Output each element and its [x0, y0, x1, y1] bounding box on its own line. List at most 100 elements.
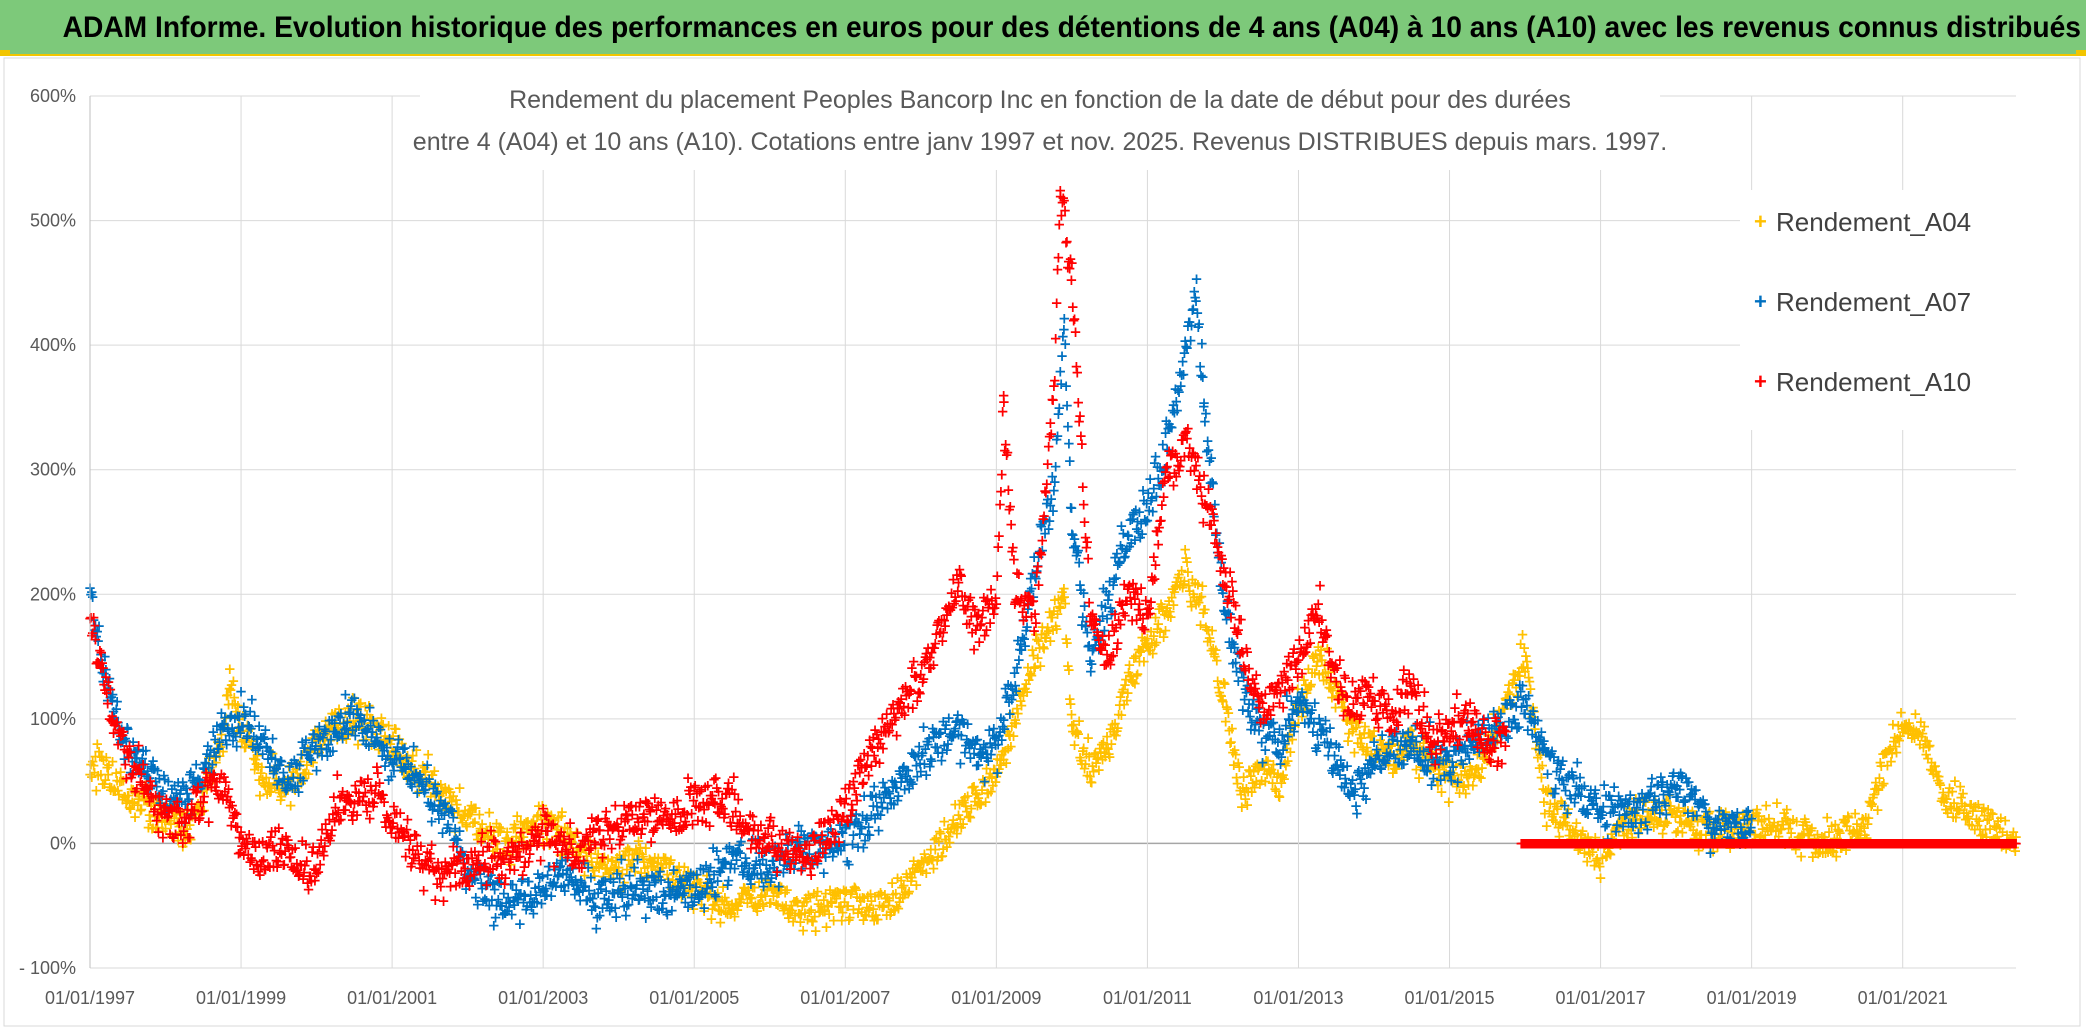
point-Rendement_A04: +: [172, 832, 185, 850]
point-Rendement_A04: +: [85, 755, 98, 773]
point-Rendement_A04: +: [158, 800, 171, 818]
data-marks: ++++++++++++++++++++++++++++++++++++++++…: [84, 181, 2023, 940]
point-Rendement_A04: +: [163, 811, 176, 829]
point-Rendement_A04: +: [145, 797, 158, 815]
point-Rendement_A04: +: [1226, 719, 1239, 737]
point-Rendement_A10: +: [104, 680, 117, 698]
point-Rendement_A10: +: [877, 739, 890, 757]
point-Rendement_A04: +: [134, 801, 147, 819]
point-Rendement_A04: +: [129, 808, 142, 826]
point-Rendement_A07: +: [991, 764, 1004, 782]
point-Rendement_A04: +: [102, 765, 115, 783]
point-Rendement_A07: +: [1196, 335, 1209, 353]
point-Rendement_A04: +: [92, 767, 105, 785]
point-Rendement_A04: +: [140, 791, 153, 809]
point-Rendement_A04: +: [183, 809, 196, 827]
point-Rendement_A07: +: [86, 588, 99, 606]
point-Rendement_A10: +: [137, 756, 150, 774]
point-Rendement_A04: +: [118, 788, 131, 806]
point-Rendement_A04: +: [1206, 621, 1219, 639]
point-Rendement_A04: +: [150, 789, 163, 807]
point-Rendement_A07: +: [1451, 773, 1464, 791]
point-Rendement_A04: +: [130, 783, 143, 801]
point-Rendement_A04: +: [96, 775, 109, 793]
point-Rendement_A04: +: [113, 785, 126, 803]
point-Rendement_A04: +: [108, 780, 121, 798]
point-Rendement_A04: +: [124, 800, 137, 818]
point-Rendement_A04: +: [156, 813, 169, 831]
point-Rendement_A04: +: [98, 775, 111, 793]
point-Rendement_A04: +: [154, 802, 167, 820]
point-Rendement_A10: +: [728, 768, 741, 786]
point-Rendement_A07: +: [1660, 805, 1673, 823]
point-Rendement_A04: +: [1073, 712, 1086, 730]
point-Rendement_A04: +: [149, 808, 162, 826]
point-Rendement_A10: +: [890, 727, 903, 745]
point-Rendement_A04: +: [107, 782, 120, 800]
point-Rendement_A04: +: [137, 783, 150, 801]
point-Rendement_A04: +: [121, 792, 134, 810]
point-Rendement_A04: +: [122, 787, 135, 805]
point-Rendement_A10: +: [851, 792, 864, 810]
point-Rendement_A04: +: [158, 812, 171, 830]
point-Rendement_A07: +: [1193, 315, 1206, 333]
point-Rendement_A04: +: [142, 818, 155, 836]
point-Rendement_A04: +: [112, 781, 125, 799]
point-Rendement_A04: +: [106, 753, 119, 771]
point-Rendement_A04: +: [1594, 869, 1607, 887]
point-Rendement_A04: +: [164, 799, 177, 817]
point-Rendement_A04: +: [179, 834, 192, 852]
point-Rendement_A04: +: [1059, 594, 1072, 612]
point-Rendement_A04: +: [171, 814, 184, 832]
point-Rendement_A04: +: [111, 771, 124, 789]
point-Rendement_A07: +: [710, 887, 723, 905]
point-Rendement_A10: +: [184, 828, 197, 846]
point-Rendement_A04: +: [100, 748, 113, 766]
point-Rendement_A04: +: [170, 805, 183, 823]
series-Rendement_A04: ++++++++++++++++++++++++++++++++++++++++…: [84, 541, 2023, 940]
point-Rendement_A04: +: [1878, 774, 1891, 792]
point-Rendement_A04: +: [165, 815, 178, 833]
point-Rendement_A04: +: [176, 837, 189, 855]
point-Rendement_A04: +: [131, 796, 144, 814]
point-Rendement_A04: +: [109, 782, 122, 800]
point-Rendement_A07: +: [1063, 452, 1076, 470]
point-Rendement_A04: +: [162, 799, 175, 817]
point-Rendement_A04: +: [147, 819, 160, 837]
point-Rendement_A04: +: [144, 812, 157, 830]
point-Rendement_A04: +: [126, 793, 139, 811]
point-Rendement_A04: +: [143, 806, 156, 824]
point-Rendement_A07: +: [1063, 434, 1076, 452]
chart-area: ++++++++++++++++++++++++++++++++++++++++…: [3, 57, 2081, 1027]
point-Rendement_A04: +: [90, 782, 103, 800]
point-Rendement_A04: +: [157, 822, 170, 840]
point-Rendement_A04: +: [86, 768, 99, 786]
point-Rendement_A07: +: [246, 690, 259, 708]
point-Rendement_A04: +: [94, 747, 107, 765]
point-Rendement_A07: +: [266, 729, 279, 747]
point-Rendement_A04: +: [119, 788, 132, 806]
point-Rendement_A07: +: [872, 822, 885, 840]
point-Rendement_A04: +: [139, 776, 152, 794]
point-Rendement_A04: +: [1199, 600, 1212, 618]
point-Rendement_A04: +: [105, 778, 118, 796]
point-Rendement_A04: +: [114, 763, 127, 781]
point-Rendement_A04: +: [140, 791, 153, 809]
point-Rendement_A04: +: [152, 794, 165, 812]
point-Rendement_A04: +: [138, 792, 151, 810]
report-title: ADAM Informe. Evolution historique des p…: [63, 0, 2081, 56]
point-Rendement_A04: +: [159, 820, 172, 838]
point-Rendement_A07: +: [1745, 810, 1758, 828]
point-Rendement_A04: +: [453, 779, 466, 797]
point-Rendement_A04: +: [128, 794, 141, 812]
point-Rendement_A07: +: [297, 772, 310, 790]
point-Rendement_A04: +: [153, 808, 166, 826]
point-Rendement_A04: +: [148, 794, 161, 812]
report-header: ADAM Informe. Evolution historique des p…: [0, 0, 2086, 56]
point-Rendement_A04: +: [155, 802, 168, 820]
point-Rendement_A04: +: [175, 823, 188, 841]
point-Rendement_A04: +: [167, 795, 180, 813]
point-Rendement_A04: +: [120, 794, 133, 812]
point-Rendement_A04: +: [136, 785, 149, 803]
